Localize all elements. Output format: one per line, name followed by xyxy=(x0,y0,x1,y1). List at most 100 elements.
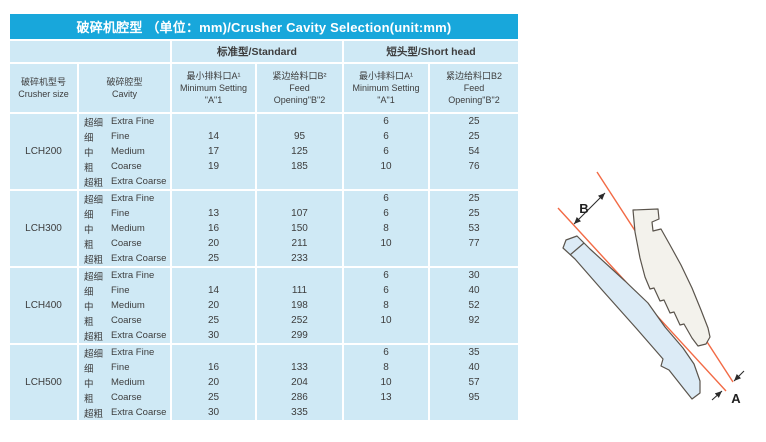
value-cell: 211 xyxy=(257,236,342,251)
value-cell: 252 xyxy=(257,313,342,328)
mantle-liner-shape xyxy=(562,235,701,400)
col-header-sh-min-en1: Minimum Setting xyxy=(352,82,420,93)
model-name: LCH500 xyxy=(10,345,77,420)
cavity-cell: 超细 Extra Fine xyxy=(79,114,170,129)
short-head-group-header: 短头型/Short head xyxy=(344,41,518,62)
value-cell: 25 xyxy=(172,313,255,328)
value-cell: 52 xyxy=(430,298,518,313)
value-cell: 6 xyxy=(344,144,428,159)
cavity-label-en: Extra Fine xyxy=(111,347,155,358)
col-header-std-min-en1: Minimum Setting xyxy=(179,82,248,93)
value-cell: 95 xyxy=(430,390,518,405)
cavity-label-cn: 超细 xyxy=(84,117,104,129)
cavity-cell: 超粗 Extra Coarse xyxy=(79,251,170,266)
cavity-label-cn: 细 xyxy=(84,363,94,375)
col-header-sh-feed-en2: Opening"B"2 xyxy=(448,95,500,106)
value-cell: 133 xyxy=(257,360,342,375)
value-cell: 198 xyxy=(257,298,342,313)
cavity-label-cn: 中 xyxy=(84,147,94,159)
value-cell: 30 xyxy=(430,268,518,283)
concave-liner-shape xyxy=(632,208,711,347)
cavity-label-cn: 超细 xyxy=(84,271,104,283)
value-cell: 25 xyxy=(430,129,518,144)
col-header-crusher-size-en: Crusher size xyxy=(18,89,69,99)
cavity-label-en: Extra Coarse xyxy=(111,253,167,264)
col-header-sh-feed-en1: Feed xyxy=(463,82,485,93)
value-cell: 30 xyxy=(172,405,255,420)
cavity-label-cn: 超粗 xyxy=(84,331,104,343)
cavity-label-en: Extra Fine xyxy=(111,270,155,281)
cavity-label-cn: 细 xyxy=(84,286,94,298)
table-title: 破碎机腔型 （单位：mm)/Crusher Cavity Selection(u… xyxy=(10,14,518,39)
cavity-cell: 中 Medium xyxy=(79,375,170,390)
col-header-sh-feed-opening: 紧边给料口B2 Feed Opening"B"2 xyxy=(430,64,518,112)
value-cell: 10 xyxy=(344,159,428,174)
cavity-label-cn: 超粗 xyxy=(84,177,104,189)
cavity-label-en: Fine xyxy=(111,285,130,296)
value-cell xyxy=(257,114,342,129)
cavity-cell: 超细 Extra Fine xyxy=(79,268,170,283)
type-header-row: 标准型/Standard 短头型/Short head xyxy=(10,41,518,62)
cavity-label-cn: 中 xyxy=(84,224,94,236)
table-body: LCH200 超细 Extra Fine 6 25 细 Fine 14 95 6 25 中 Medium… xyxy=(10,114,518,420)
value-cell xyxy=(344,251,428,266)
value-cell: 40 xyxy=(430,283,518,298)
cavity-label-cn: 细 xyxy=(84,209,94,221)
cavity-label-cn: 粗 xyxy=(84,239,94,251)
cavity-cell: 超细 Extra Fine xyxy=(79,191,170,206)
cavity-label-en: Medium xyxy=(111,300,145,311)
value-cell: 20 xyxy=(172,298,255,313)
value-cell: 6 xyxy=(344,114,428,129)
value-cell: 107 xyxy=(257,206,342,221)
value-cell: 10 xyxy=(344,313,428,328)
dimension-a-label: A xyxy=(731,391,741,406)
value-cell: 14 xyxy=(172,283,255,298)
value-cell xyxy=(344,328,428,343)
col-header-crusher-size: 破碎机型号 Crusher size xyxy=(10,64,77,112)
value-cell: 95 xyxy=(257,129,342,144)
col-header-sh-min-en2: "A"1 xyxy=(377,95,395,106)
cavity-label-cn: 超粗 xyxy=(84,254,104,266)
cavity-label-cn: 超细 xyxy=(84,194,104,206)
value-cell xyxy=(257,268,342,283)
cavity-label-en: Medium xyxy=(111,377,145,388)
cavity-diagram: B A xyxy=(557,171,745,406)
cavity-cell: 超粗 Extra Coarse xyxy=(79,174,170,189)
value-cell xyxy=(430,328,518,343)
model-name: LCH200 xyxy=(10,114,77,189)
cavity-cell: 粗 Coarse xyxy=(79,159,170,174)
value-cell: 6 xyxy=(344,283,428,298)
value-cell: 35 xyxy=(430,345,518,360)
cavity-label-cn: 中 xyxy=(84,378,94,390)
dimension-a-arrow-upper xyxy=(733,370,745,382)
value-cell: 10 xyxy=(344,375,428,390)
cavity-cell: 细 Fine xyxy=(79,360,170,375)
cavity-cell: 中 Medium xyxy=(79,298,170,313)
value-cell: 111 xyxy=(257,283,342,298)
cavity-label-cn: 中 xyxy=(84,301,94,313)
cavity-label-en: Fine xyxy=(111,208,130,219)
value-cell: 299 xyxy=(257,328,342,343)
cavity-label-en: Coarse xyxy=(111,238,142,249)
value-cell xyxy=(430,174,518,189)
value-cell xyxy=(257,174,342,189)
value-cell xyxy=(172,345,255,360)
value-cell xyxy=(172,114,255,129)
value-cell xyxy=(344,405,428,420)
column-header-row: 破碎机型号 Crusher size 破碎腔型 Cavity 最小排料口A¹ M… xyxy=(10,64,518,112)
cavity-cell: 细 Fine xyxy=(79,206,170,221)
dimension-b-label: B xyxy=(579,201,588,216)
model-name: LCH400 xyxy=(10,268,77,343)
model-group-LCH200: LCH200 超细 Extra Fine 6 25 细 Fine 14 95 6 25 中 Medium… xyxy=(10,114,518,189)
value-cell: 14 xyxy=(172,129,255,144)
model-group-LCH400: LCH400 超细 Extra Fine 6 30 细 Fine 14 111 6 40 中 Mediu… xyxy=(10,268,518,343)
value-cell: 335 xyxy=(257,405,342,420)
cavity-cell: 超粗 Extra Coarse xyxy=(79,328,170,343)
cavity-label-en: Extra Coarse xyxy=(111,176,167,187)
value-cell xyxy=(172,174,255,189)
value-cell: 54 xyxy=(430,144,518,159)
cavity-cell: 中 Medium xyxy=(79,221,170,236)
cavity-label-en: Fine xyxy=(111,362,130,373)
value-cell: 20 xyxy=(172,236,255,251)
value-cell: 25 xyxy=(172,390,255,405)
